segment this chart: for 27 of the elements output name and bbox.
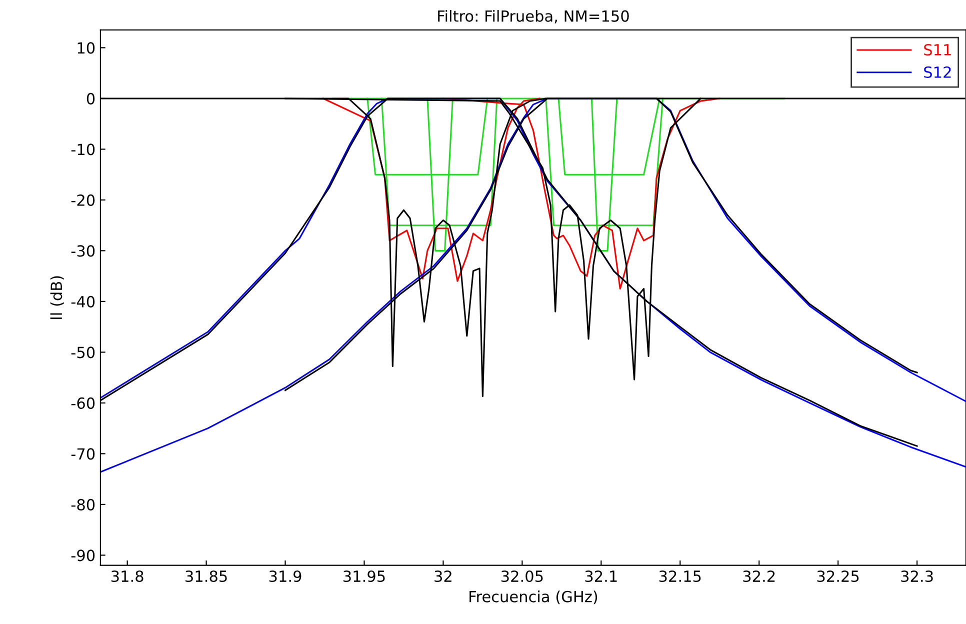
x-tick-label: 31.95 bbox=[344, 570, 385, 582]
y-tick-label: 0 bbox=[86, 92, 95, 104]
chart-title: Filtro: FilPrueba, NM=150 bbox=[438, 10, 629, 24]
x-tick-label: 32.05 bbox=[501, 570, 543, 582]
y-tick-label: -60 bbox=[71, 397, 95, 409]
x-tick-label: 32.15 bbox=[659, 570, 701, 582]
y-tick-label: 10 bbox=[78, 42, 95, 54]
x-tick-label: 31.85 bbox=[186, 570, 227, 582]
y-tick-label: -50 bbox=[71, 346, 95, 358]
x-axis-title: Frecuencia (GHz) bbox=[470, 590, 598, 604]
x-tick-label: 32.25 bbox=[817, 570, 859, 582]
x-tick-label: 32 bbox=[434, 570, 452, 582]
y-tick-label: -20 bbox=[71, 194, 95, 206]
legend-label: S12 bbox=[924, 66, 951, 78]
x-tick-label: 32.2 bbox=[743, 570, 775, 582]
y-tick-label: -10 bbox=[71, 144, 95, 156]
y-tick-label: -90 bbox=[71, 550, 95, 562]
y-tick-label: -30 bbox=[71, 245, 95, 257]
x-tick-label: 31.9 bbox=[269, 570, 302, 582]
legend-label: S11 bbox=[924, 44, 951, 56]
x-tick-label: 31.8 bbox=[111, 570, 144, 582]
x-tick-label: 32.3 bbox=[901, 570, 933, 582]
y-tick-label: -40 bbox=[71, 296, 95, 308]
x-tick-label: 32.1 bbox=[585, 570, 617, 582]
y-axis-title: ll (dB) bbox=[50, 276, 64, 319]
y-tick-label: -70 bbox=[71, 448, 95, 460]
y-tick-label: -80 bbox=[71, 498, 95, 510]
